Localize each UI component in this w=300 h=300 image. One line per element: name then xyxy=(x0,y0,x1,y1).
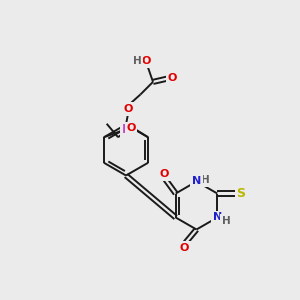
Text: S: S xyxy=(236,187,245,200)
Text: O: O xyxy=(180,243,189,253)
Text: N: N xyxy=(192,176,201,187)
Text: H: H xyxy=(201,175,210,185)
Text: H: H xyxy=(222,215,231,226)
Text: H: H xyxy=(133,56,142,66)
Text: O: O xyxy=(160,169,169,179)
Text: O: O xyxy=(167,73,177,83)
Text: O: O xyxy=(126,123,136,133)
Text: N: N xyxy=(213,212,222,223)
Text: I: I xyxy=(122,123,126,136)
Text: O: O xyxy=(124,104,133,114)
Text: O: O xyxy=(141,56,151,66)
